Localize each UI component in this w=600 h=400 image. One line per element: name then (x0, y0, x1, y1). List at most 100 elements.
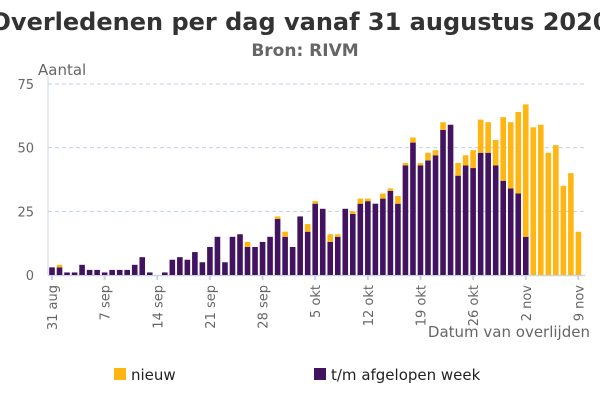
bar-afgelopen-week (139, 257, 146, 275)
bar-afgelopen-week (124, 269, 130, 275)
bar-afgelopen-week (372, 203, 379, 275)
bar-afgelopen-week (64, 272, 70, 275)
bar-nieuw (455, 162, 461, 176)
bar-nieuw (553, 145, 559, 275)
chart-subtitle: Bron: RIVM (251, 41, 358, 61)
bar-nieuw (365, 198, 371, 202)
bar-afgelopen-week (162, 272, 168, 275)
bar-afgelopen-week (402, 165, 409, 275)
bar-afgelopen-week (312, 203, 318, 275)
bar-afgelopen-week (470, 168, 476, 275)
bar-afgelopen-week (455, 175, 461, 275)
bar-afgelopen-week (350, 213, 356, 275)
bar-nieuw (334, 234, 341, 237)
bar-afgelopen-week (49, 267, 55, 275)
bar-afgelopen-week (56, 267, 63, 275)
bar-afgelopen-week (485, 152, 491, 275)
x-tick-label: 31 aug (46, 285, 61, 330)
bar-afgelopen-week (395, 203, 401, 275)
bar-nieuw (56, 264, 63, 268)
bar-nieuw (357, 198, 364, 204)
bar-afgelopen-week (94, 269, 100, 275)
bar-afgelopen-week (177, 257, 183, 275)
bar-afgelopen-week (214, 236, 221, 275)
bar-nieuw (462, 155, 469, 166)
bar-afgelopen-week (432, 155, 439, 275)
bar-nieuw (350, 211, 356, 214)
bar-afgelopen-week (101, 272, 108, 275)
chart-title: Overledenen per dag vanaf 31 augustus 20… (0, 8, 600, 36)
bar-afgelopen-week (169, 259, 176, 275)
x-tick-label: 26 okt (467, 285, 482, 326)
bar-afgelopen-week (380, 198, 386, 275)
bar-afgelopen-week (229, 236, 236, 275)
x-axis-label: Datum van overlijden (428, 323, 590, 341)
x-tick-label: 2 nov (520, 285, 535, 322)
x-tick-label: 14 sep (151, 285, 166, 329)
bar-afgelopen-week (515, 193, 522, 275)
bar-afgelopen-week (71, 272, 78, 275)
bar-afgelopen-week (192, 252, 198, 275)
bar-afgelopen-week (447, 124, 454, 275)
x-tick-label: 19 okt (414, 285, 429, 326)
bar-nieuw (500, 117, 506, 181)
bar-nieuw (432, 150, 439, 156)
bar-nieuw (492, 140, 499, 166)
bar-nieuw (244, 241, 251, 247)
bar-afgelopen-week (109, 269, 115, 275)
bar-afgelopen-week (417, 165, 424, 275)
bar-nieuw (507, 122, 514, 189)
bar-afgelopen-week (477, 152, 484, 275)
bar-afgelopen-week (410, 142, 416, 275)
bar-nieuw (530, 127, 537, 275)
legend-label-nieuw: nieuw (131, 366, 176, 384)
bar-afgelopen-week (462, 165, 469, 275)
bar-nieuw (425, 152, 431, 161)
bar-afgelopen-week (492, 165, 499, 275)
bar-nieuw (515, 112, 522, 194)
bar-nieuw (568, 173, 574, 275)
bar-nieuw (538, 124, 544, 275)
bar-afgelopen-week (440, 129, 446, 275)
legend-swatch-afgelopen-week (314, 368, 326, 380)
bar-afgelopen-week (252, 246, 258, 275)
bar-afgelopen-week (131, 264, 138, 275)
x-tick-label: 21 sep (204, 285, 219, 329)
bar-nieuw (304, 224, 311, 232)
bar-afgelopen-week (297, 216, 303, 275)
x-tick-label: 9 nov (572, 285, 587, 322)
bar-nieuw (477, 119, 484, 153)
bar-afgelopen-week (522, 236, 529, 275)
bar-nieuw (282, 231, 288, 237)
bar-nieuw (522, 104, 529, 237)
x-tick-label: 5 okt (309, 285, 324, 318)
bar-afgelopen-week (387, 190, 394, 275)
bar-nieuw (575, 231, 582, 275)
legend-label-afgelopen-week: t/m afgelopen week (331, 366, 481, 384)
y-tick-label: 75 (17, 78, 34, 93)
bar-afgelopen-week (500, 180, 506, 275)
x-tick-label: 7 sep (99, 285, 114, 320)
bar-afgelopen-week (237, 234, 243, 275)
bar-nieuw (327, 234, 334, 242)
bar-nieuw (312, 201, 318, 204)
legend: nieuw t/m afgelopen week (114, 366, 481, 384)
bar-nieuw (387, 188, 394, 191)
bar-nieuw (485, 122, 491, 153)
bar-nieuw (395, 196, 401, 204)
bar-nieuw (470, 150, 476, 169)
bar-afgelopen-week (342, 208, 349, 275)
bar-afgelopen-week (184, 259, 191, 275)
bar-afgelopen-week (319, 208, 326, 275)
bar-afgelopen-week (289, 246, 296, 275)
bar-afgelopen-week (146, 272, 153, 275)
bar-afgelopen-week (199, 262, 206, 275)
bar-nieuw (560, 185, 567, 275)
y-tick-label: 50 (17, 142, 34, 157)
bar-afgelopen-week (327, 241, 334, 275)
bar-nieuw (545, 152, 552, 275)
bar-afgelopen-week (425, 160, 431, 275)
bar-afgelopen-week (79, 264, 85, 275)
bar-afgelopen-week (274, 218, 281, 275)
